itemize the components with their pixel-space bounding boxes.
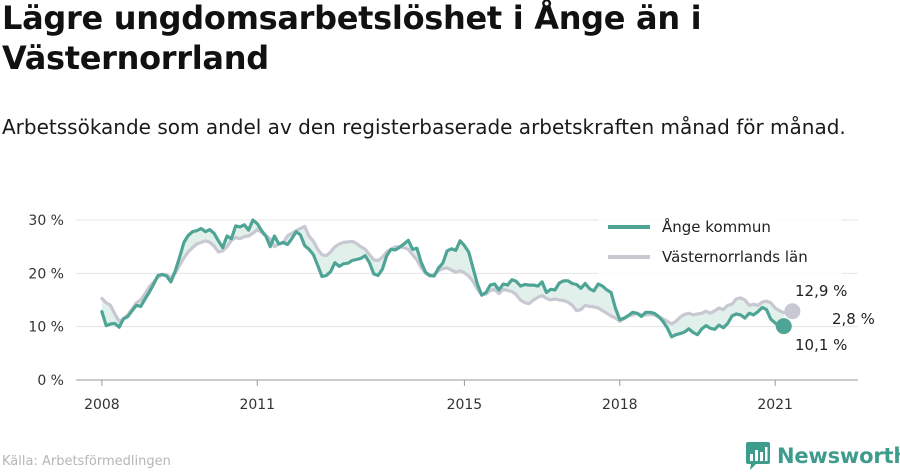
legend-background — [598, 214, 842, 274]
source-note: Källa: Arbetsförmedlingen — [2, 454, 171, 469]
legend-label-ange: Ånge kommun — [662, 217, 771, 236]
series-lines — [100, 218, 795, 339]
series-line-ange-kommun — [100, 218, 786, 339]
y-axis: 0 % 10 % 20 % 30 % — [28, 213, 64, 389]
newsworthy-logo-icon — [746, 442, 770, 470]
legend-label-vasternorrland: Västernorrlands län — [662, 248, 808, 266]
end-label-vasternorrland: 12,9 % — [795, 282, 847, 300]
series-line-vasternorrlands-lan — [100, 224, 795, 326]
brand-name: Newsworthy — [777, 444, 900, 468]
chart-subtitle: Arbetssökande som andel av den registerb… — [2, 115, 846, 139]
chart-title: Lägre ungdomsarbetslöshet i Ånge än i Vä… — [2, 0, 702, 77]
difference-area — [101, 220, 784, 337]
x-tick-label-2015: 2015 — [447, 397, 483, 413]
x-tick-label-2021: 2021 — [757, 397, 793, 413]
end-marker-ange-kommun — [775, 318, 792, 335]
y-tick-label-10: 10 % — [28, 320, 64, 336]
y-tick-label-0: 0 % — [37, 373, 64, 389]
end-label-ange: 10,1 % — [795, 336, 847, 354]
y-tick-label-20: 20 % — [28, 266, 64, 282]
x-tick-label-2011: 2011 — [239, 397, 275, 413]
x-tick-label-2008: 2008 — [84, 397, 120, 413]
legend: Ånge kommun Västernorrlands län — [598, 214, 842, 274]
y-tick-label-30: 30 % — [28, 213, 64, 229]
line-chart: 0 % 10 % 20 % 30 % 2008 2011 2015 2018 2021 Ång… — [28, 213, 875, 413]
x-tick-label-2018: 2018 — [602, 397, 638, 413]
difference-label: 2,8 % — [832, 310, 875, 328]
x-axis: 2008 2011 2015 2018 2021 — [84, 380, 793, 413]
brand-logo[interactable]: Newsworthy — [745, 440, 900, 472]
end-marker-vasternorrlands-lan — [784, 303, 801, 320]
end-markers — [775, 303, 801, 335]
